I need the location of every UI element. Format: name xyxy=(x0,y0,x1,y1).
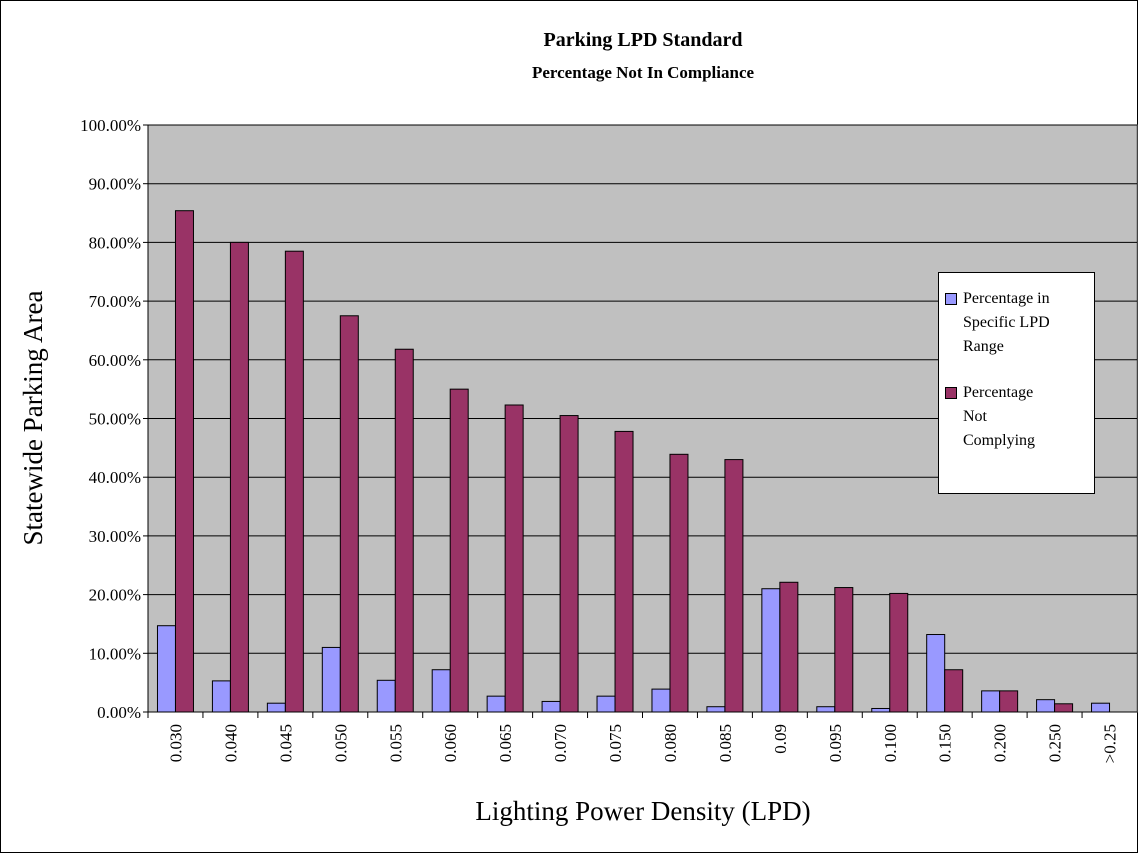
legend-label: Percentage in Specific LPD Range xyxy=(963,290,1050,355)
bar xyxy=(724,459,744,713)
legend-swatch xyxy=(945,293,957,305)
legend-swatch xyxy=(945,387,957,399)
x-tick-label: 0.250 xyxy=(1046,724,1065,762)
y-tick-label: 100.00% xyxy=(80,116,141,135)
bar xyxy=(706,706,726,713)
bar xyxy=(156,625,176,713)
bar xyxy=(486,695,506,713)
y-tick-label: 30.00% xyxy=(89,527,141,546)
x-tick-label: 0.075 xyxy=(606,724,625,762)
y-tick-label: 20.00% xyxy=(89,586,141,605)
y-tick-label: 50.00% xyxy=(89,410,141,429)
bar xyxy=(761,588,781,713)
bar xyxy=(871,707,891,713)
bar xyxy=(596,695,616,713)
x-tick-label: 0.065 xyxy=(496,724,515,762)
bar xyxy=(376,679,396,713)
bar xyxy=(211,680,231,713)
bar xyxy=(669,453,689,713)
x-tick-label: 0.150 xyxy=(936,724,955,762)
y-tick-label: 70.00% xyxy=(89,292,141,311)
bar xyxy=(339,315,359,713)
bar xyxy=(816,706,836,713)
x-tick-label: 0.060 xyxy=(441,724,460,762)
y-tick-label: 80.00% xyxy=(89,233,141,252)
chart-subtitle: Percentage Not In Compliance xyxy=(532,63,755,82)
x-tick-label: 0.080 xyxy=(661,724,680,762)
legend-item: Percentage in Specific LPD Range xyxy=(945,287,1088,359)
bar xyxy=(449,388,469,713)
x-tick-label: 0.085 xyxy=(716,724,735,762)
bar xyxy=(779,581,799,713)
bar xyxy=(284,250,304,713)
x-tick-label: 0.200 xyxy=(991,724,1010,762)
x-tick-label: 0.100 xyxy=(881,724,900,762)
legend-item: Percentage Not Complying xyxy=(945,381,1088,453)
x-tick-label: 0.040 xyxy=(221,724,240,762)
bar xyxy=(266,702,286,713)
bar xyxy=(981,690,1001,713)
bar xyxy=(1054,703,1074,713)
y-tick-label: 10.00% xyxy=(89,644,141,663)
bar xyxy=(1091,702,1111,713)
x-tick-label: 0.030 xyxy=(166,724,185,762)
x-tick-label: 0.050 xyxy=(331,724,350,762)
legend-label: Percentage Not Complying xyxy=(963,384,1036,449)
bar xyxy=(321,646,341,713)
x-axis-title: Lighting Power Density (LPD) xyxy=(475,796,810,826)
bar xyxy=(889,592,909,713)
bar xyxy=(174,210,194,713)
bar xyxy=(559,415,579,713)
bar xyxy=(834,587,854,713)
x-tick-label: 0.095 xyxy=(826,724,845,762)
y-tick-label: 40.00% xyxy=(89,468,141,487)
x-tick-label: 0.09 xyxy=(771,724,790,754)
x-tick-label: 0.055 xyxy=(386,724,405,762)
x-tick-label: 0.045 xyxy=(276,724,295,762)
bar xyxy=(926,634,946,713)
bar xyxy=(944,669,964,713)
x-tick-label: 0.070 xyxy=(551,724,570,762)
bar xyxy=(651,688,671,713)
chart-title: Parking LPD Standard xyxy=(544,29,743,51)
bar xyxy=(504,404,524,713)
bar xyxy=(1036,699,1056,713)
y-tick-label: 60.00% xyxy=(89,351,141,370)
y-axis-title: Statewide Parking Area xyxy=(18,291,48,546)
y-tick-label: 90.00% xyxy=(89,175,141,194)
legend: Percentage in Specific LPD Range Percenta… xyxy=(938,272,1095,494)
x-tick-label: >0.25 xyxy=(1101,724,1120,763)
y-tick-label: 0.00% xyxy=(97,703,141,722)
bar xyxy=(394,348,414,713)
bar xyxy=(541,700,561,713)
bar xyxy=(431,669,451,713)
bar xyxy=(999,690,1019,713)
bar xyxy=(229,241,249,713)
bar xyxy=(614,430,634,713)
